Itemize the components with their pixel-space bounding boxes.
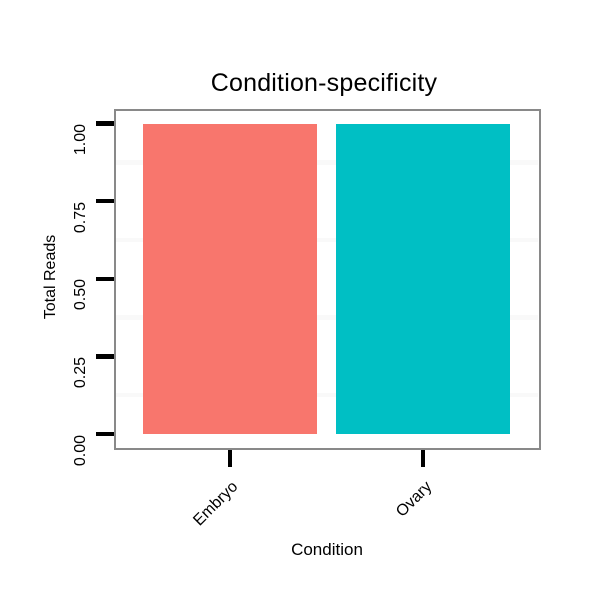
y-tick-mark <box>95 198 115 204</box>
x-axis-title: Condition <box>291 539 363 559</box>
y-tick-label: 0.00 <box>71 434 89 466</box>
minor-gridline <box>116 392 539 398</box>
bar-embryo <box>143 123 317 434</box>
x-tick-mark <box>227 449 233 468</box>
chart-title: Condition-specificity <box>210 68 438 97</box>
y-tick-label: 0.25 <box>71 356 89 389</box>
y-axis-title: Total Reads <box>41 234 59 319</box>
bar-ovary <box>335 123 511 434</box>
x-tick-label: Embryo <box>190 477 242 529</box>
y-tick-label: 0.75 <box>71 201 89 233</box>
minor-gridline <box>116 315 539 320</box>
minor-gridline <box>116 160 539 165</box>
y-tick-mark <box>95 276 115 281</box>
y-tick-mark <box>95 431 115 437</box>
y-tick-label: 0.50 <box>71 279 89 311</box>
y-tick-label: 1.00 <box>71 124 89 156</box>
minor-gridline <box>116 237 539 243</box>
x-tick-label: Ovary <box>392 477 435 520</box>
x-tick-mark <box>421 449 426 468</box>
plot-panel-border <box>113 108 541 450</box>
y-tick-mark <box>95 354 115 359</box>
y-tick-mark <box>95 121 115 126</box>
